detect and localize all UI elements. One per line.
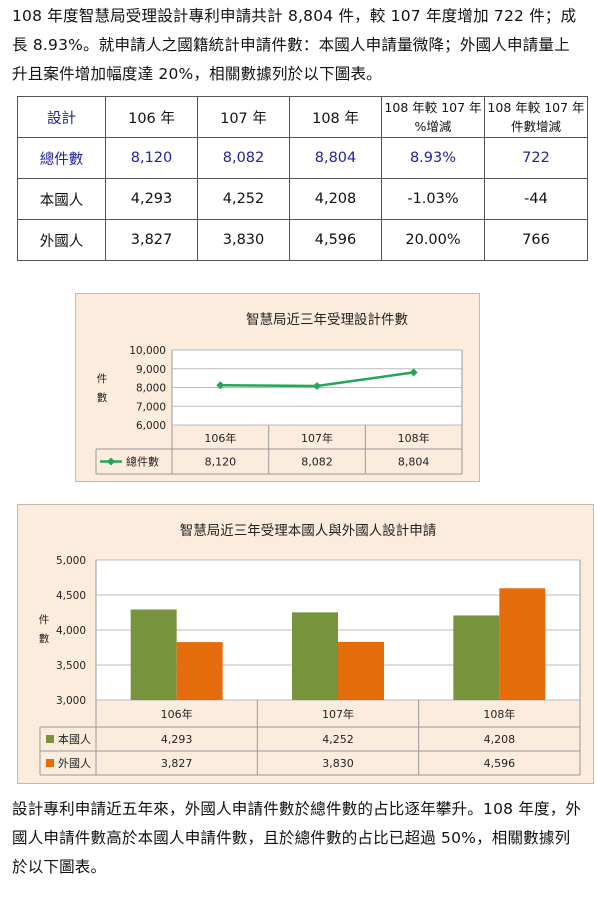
table-header-row: 設計 106 年 107 年 108 年 108 年較 107 年 %增減 108…	[17, 96, 588, 138]
table-cell: 8,082	[197, 137, 290, 179]
table-cell: 8,120	[105, 137, 198, 179]
category-label: 106年	[204, 431, 236, 445]
y-axis-label: 數	[97, 391, 108, 404]
y-tick-label: 9,000	[136, 364, 166, 376]
category-label: 108年	[398, 431, 430, 445]
table-cell: 3,830	[197, 219, 290, 261]
table-cell: -1.03%	[381, 178, 485, 220]
table-cell: 總件數	[17, 137, 106, 179]
bar	[453, 615, 500, 700]
data-label: 8,804	[398, 456, 430, 469]
y-axis-label: 件	[97, 373, 108, 385]
y-tick-label: 8,000	[136, 383, 166, 395]
table-cell: 4,252	[197, 178, 290, 220]
table-cell: 722	[484, 137, 588, 179]
data-label: 4,293	[161, 733, 193, 746]
data-point	[216, 381, 225, 390]
table-header-cell: 108 年較 107 年 %增減	[381, 96, 485, 138]
bar	[176, 642, 223, 700]
table-row: 本國人 4,293 4,252 4,208 -1.03% -44	[17, 178, 588, 220]
chart-title: 智慧局近三年受理本國人與外國人設計申請	[180, 523, 437, 539]
table-row: 總件數 8,120 8,082 8,804 8.93% 722	[17, 137, 588, 179]
legend-swatch	[46, 735, 54, 743]
y-tick-label: 5,000	[56, 555, 86, 567]
y-tick-label: 10,000	[129, 345, 166, 357]
data-label: 4,252	[322, 733, 354, 746]
table-header-cell: 108 年	[289, 96, 382, 138]
table-cell: 外國人	[17, 219, 106, 261]
bar	[130, 609, 177, 700]
legend-label: 總件數	[126, 455, 159, 469]
category-label: 106年	[161, 707, 193, 721]
legend-label: 外國人	[58, 757, 91, 770]
legend-label: 本國人	[58, 732, 91, 746]
bar	[292, 612, 338, 700]
intro-paragraph: 108 年度智慧局受理設計專利申請共計 8,804 件，較 107 年度增加 7…	[12, 7, 577, 83]
y-tick-label: 3,500	[56, 660, 86, 672]
table-cell: -44	[484, 178, 588, 220]
y-tick-label: 7,000	[136, 401, 166, 413]
category-label: 107年	[322, 707, 354, 721]
table-cell: 本國人	[17, 178, 106, 220]
legend-swatch	[46, 759, 54, 767]
y-tick-label: 3,000	[56, 695, 86, 707]
table-header-cell: 108 年較 107 年件數增減	[484, 96, 588, 138]
table-cell: 4,293	[105, 178, 198, 220]
y-axis-label: 數	[39, 632, 50, 645]
table-cell: 766	[484, 219, 588, 261]
y-tick-label: 6,000	[136, 420, 166, 432]
y-tick-label: 4,500	[56, 590, 86, 602]
table-cell: 20.00%	[381, 219, 485, 261]
y-tick-label: 4,000	[56, 625, 86, 637]
data-point	[313, 381, 321, 390]
category-label: 107年	[301, 431, 333, 445]
total-applications-line-chart: 智慧局近三年受理設計件數件數 10,000 9,000 8,000 7,000 6,000…	[75, 293, 480, 482]
y-axis-label: 件	[39, 614, 50, 626]
table-header-cell: 106 年	[105, 96, 198, 138]
data-label: 4,596	[484, 757, 516, 770]
legend-swatch-marker	[107, 457, 115, 466]
outro-paragraph: 設計專利申請近五年來，外國人申請件數於總件數的占比逐年攀升。108 年度，外國人…	[12, 800, 582, 876]
table-header-cell: 設計	[17, 96, 106, 138]
table-cell: 8.93%	[381, 137, 485, 179]
data-label: 4,208	[484, 733, 516, 746]
bar	[499, 588, 546, 700]
bar	[338, 641, 384, 700]
table-cell: 4,596	[289, 219, 382, 261]
category-label: 108年	[483, 707, 515, 721]
domestic-foreign-bar-chart: 智慧局近三年受理本國人與外國人設計申請件數 5,000 4,500 4,000 3,50…	[17, 504, 594, 784]
data-label: 3,830	[322, 757, 354, 770]
data-label: 8,120	[205, 456, 237, 469]
table-row: 外國人 3,827 3,830 4,596 20.00% 766	[17, 219, 588, 261]
table-cell: 8,804	[289, 137, 382, 179]
data-label: 8,082	[301, 456, 333, 469]
table-cell: 4,208	[289, 178, 382, 220]
statistics-table: 設計 106 年 107 年 108 年 108 年較 107 年 %增減 108…	[17, 96, 588, 261]
chart-title: 智慧局近三年受理設計件數	[246, 312, 408, 328]
data-label: 3,827	[161, 757, 193, 770]
table-cell: 3,827	[105, 219, 198, 261]
data-point	[409, 368, 418, 377]
table-header-cell: 107 年	[197, 96, 290, 138]
